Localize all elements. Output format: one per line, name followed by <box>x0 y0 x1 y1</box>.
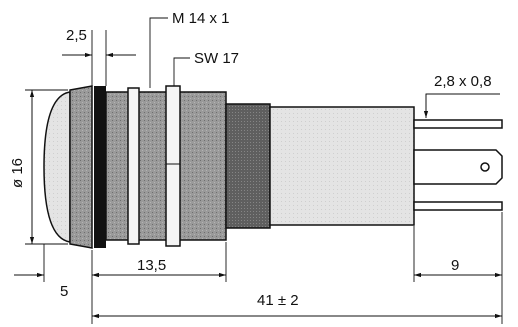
label-flange-thickness: 2,5 <box>66 27 87 44</box>
label-thread-length: 13,5 <box>137 257 166 274</box>
front-bezel <box>69 85 93 249</box>
label-wrench-size: SW 17 <box>194 50 239 67</box>
rear-body <box>225 103 271 229</box>
dimension-lines <box>14 52 502 319</box>
terminal-middle <box>413 149 503 185</box>
indicator-body <box>43 85 503 249</box>
label-overall-length: 41 ± 2 <box>257 292 299 309</box>
washer <box>127 87 140 245</box>
label-thread: M 14 x 1 <box>172 10 230 27</box>
label-terminal: 2,8 x 0,8 <box>434 73 492 90</box>
terminal-bottom <box>413 201 503 211</box>
label-diameter: ø 16 <box>9 158 26 188</box>
lens-dome <box>43 91 71 243</box>
dimension-labels: 2,5 M 14 x 1 SW 17 2,8 x 0,8 ø 16 5 13,5… <box>9 10 492 309</box>
hex-nut <box>165 85 181 247</box>
terminal-housing <box>269 106 415 226</box>
gasket <box>94 86 106 248</box>
terminal-top <box>413 119 503 129</box>
label-lens-depth: 5 <box>60 283 68 300</box>
terminal-hole <box>480 162 490 172</box>
label-terminal-length: 9 <box>451 257 459 274</box>
